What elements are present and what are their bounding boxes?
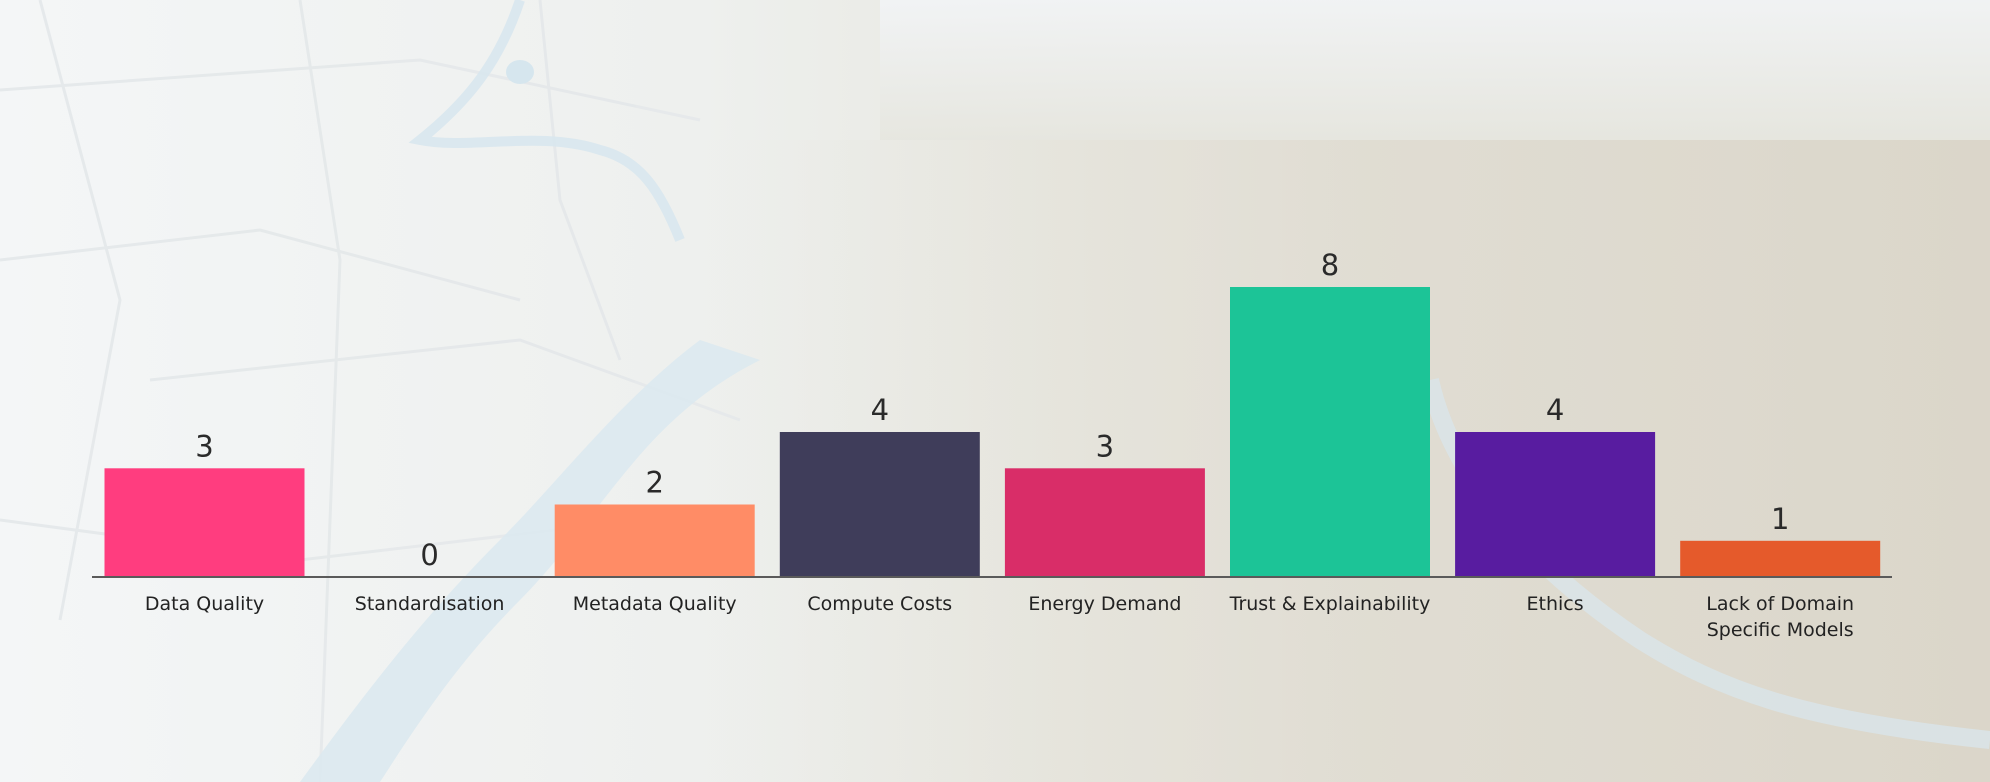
- tick-label-ethics: Ethics: [1527, 593, 1584, 615]
- data-label-trust-explainability: 8: [1321, 248, 1339, 282]
- data-label-lack-of-domain-specific-models: 1: [1771, 502, 1789, 536]
- data-label-energy-demand: 3: [1096, 429, 1114, 463]
- tick-label-energy-demand: Energy Demand: [1028, 593, 1181, 615]
- data-label-data-quality: 3: [195, 429, 213, 463]
- data-label-standardisation: 0: [420, 538, 438, 572]
- tick-label-trust-explainability: Trust & Explainability: [1229, 593, 1431, 615]
- tick-label-standardisation: Standardisation: [355, 593, 505, 615]
- bar-metadata-quality: [554, 504, 755, 577]
- bar-data-quality: [104, 468, 305, 578]
- category-tick-labels-group: Data Quality Standardisation Metadata Qual…: [145, 593, 1854, 641]
- bar-compute-costs: [779, 432, 980, 577]
- tick-label-lack-of-domain-specific-models: Lack of Domain Specific Models: [1706, 593, 1854, 641]
- data-label-metadata-quality: 2: [645, 466, 663, 500]
- bar-energy-demand: [1004, 468, 1205, 578]
- bar-lack-of-domain-specific-models: [1680, 540, 1881, 578]
- bar-ethics: [1455, 432, 1656, 577]
- tick-label-metadata-quality: Metadata Quality: [573, 593, 737, 615]
- data-label-ethics: 4: [1546, 393, 1564, 427]
- tick-label-data-quality: Data Quality: [145, 593, 264, 615]
- data-labels-group: 3 0 2 4 3 8 4 1: [195, 248, 1789, 572]
- data-label-compute-costs: 4: [871, 393, 889, 427]
- bar-trust-explainability: [1230, 287, 1430, 577]
- bars-group: [104, 287, 1881, 578]
- tick-label-compute-costs: Compute Costs: [807, 593, 952, 615]
